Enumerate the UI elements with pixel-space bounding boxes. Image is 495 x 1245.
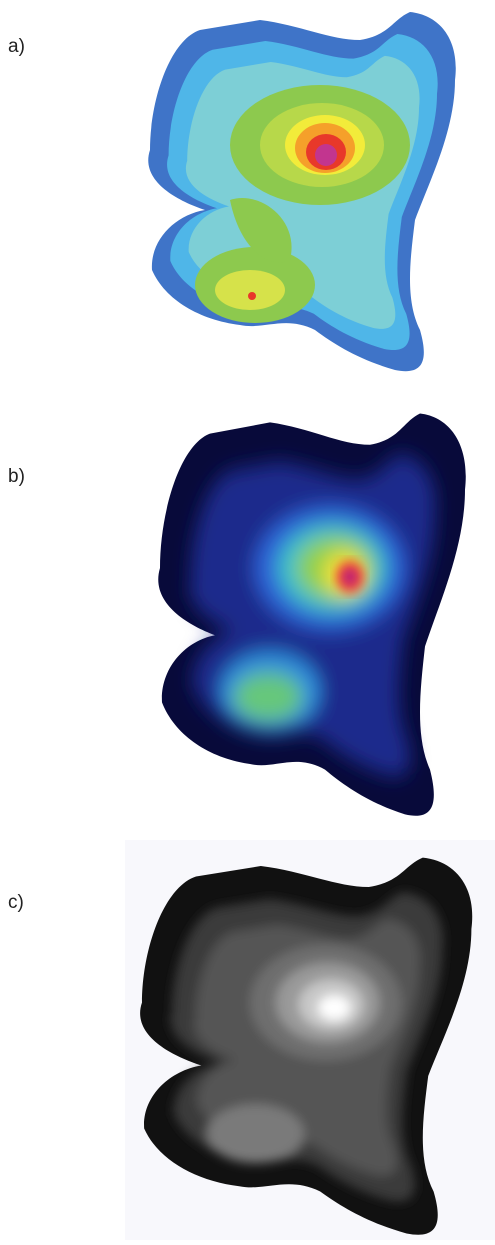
panel-a: a) [8,12,456,372]
panel-label: a) [8,36,25,57]
peak [248,292,256,300]
panel-label: b) [8,466,25,487]
contour [230,198,292,263]
panel-c: c) [8,840,495,1240]
panel-b: b) [8,413,466,816]
contour [215,270,285,310]
peak [315,144,337,166]
panel-label: c) [8,892,24,913]
